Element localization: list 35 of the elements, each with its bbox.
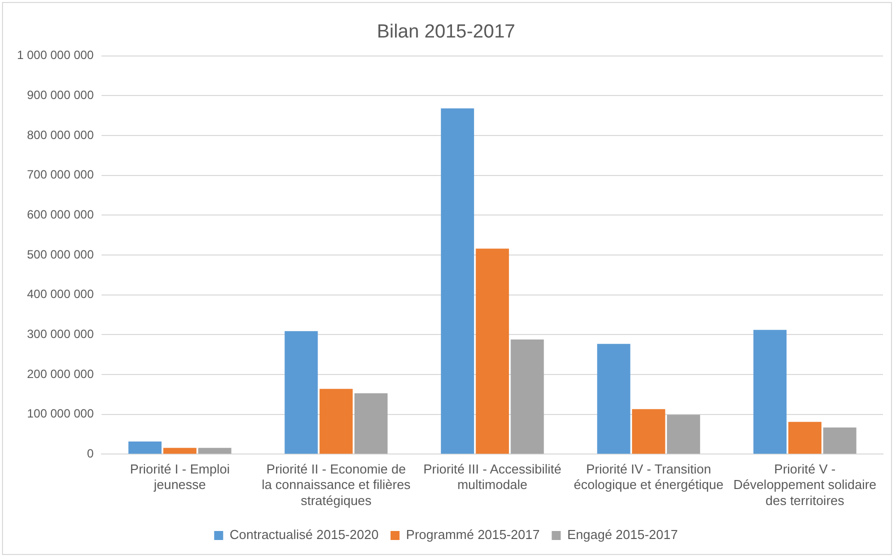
x-tick-label: Priorité V - Développement solidaire des territoires bbox=[733, 462, 876, 508]
bar bbox=[128, 441, 162, 454]
y-tick-label: 0 bbox=[87, 446, 94, 461]
x-tick-label: Priorité I - Emploi jeunesse bbox=[130, 462, 230, 492]
chart-title: Bilan 2015-2017 bbox=[376, 22, 516, 43]
bar bbox=[198, 448, 232, 454]
bar bbox=[753, 330, 787, 454]
bar bbox=[632, 409, 666, 454]
bar bbox=[284, 331, 318, 454]
bar bbox=[510, 339, 544, 454]
legend-label: Programmé 2015-2017 bbox=[406, 527, 540, 542]
y-tick-label: 700 000 000 bbox=[27, 168, 94, 182]
bar bbox=[440, 108, 474, 454]
bar bbox=[354, 393, 388, 454]
y-tick-label: 500 000 000 bbox=[27, 247, 94, 262]
y-tick-label: 400 000 000 bbox=[27, 287, 94, 302]
x-tick-label: Priorité II - Economie de la connaissance et filières stratégiques bbox=[262, 462, 412, 508]
y-tick-label: 800 000 000 bbox=[27, 128, 94, 142]
bar bbox=[788, 422, 822, 454]
bar bbox=[823, 428, 856, 454]
y-tick-label: 1 000 000 000 bbox=[16, 48, 94, 62]
bar bbox=[163, 448, 196, 454]
bar bbox=[476, 248, 509, 454]
bar bbox=[320, 388, 353, 454]
bar bbox=[597, 344, 630, 454]
x-tick-label: Priorité IV - Transition écologique et énergétique bbox=[574, 462, 724, 492]
y-tick-label: 100 000 000 bbox=[27, 406, 94, 421]
x-tick-label: Priorité III - Accessibilité multimodale bbox=[423, 462, 562, 492]
bar bbox=[666, 414, 700, 454]
legend-label: Engagé 2015-2017 bbox=[567, 527, 678, 542]
legend-label: Contractualisé 2015-2020 bbox=[230, 527, 379, 542]
y-tick-label: 300 000 000 bbox=[27, 326, 94, 341]
y-tick-label: 200 000 000 bbox=[27, 366, 94, 381]
y-tick-label: 900 000 000 bbox=[27, 88, 94, 102]
y-tick-label: 600 000 000 bbox=[27, 207, 94, 222]
